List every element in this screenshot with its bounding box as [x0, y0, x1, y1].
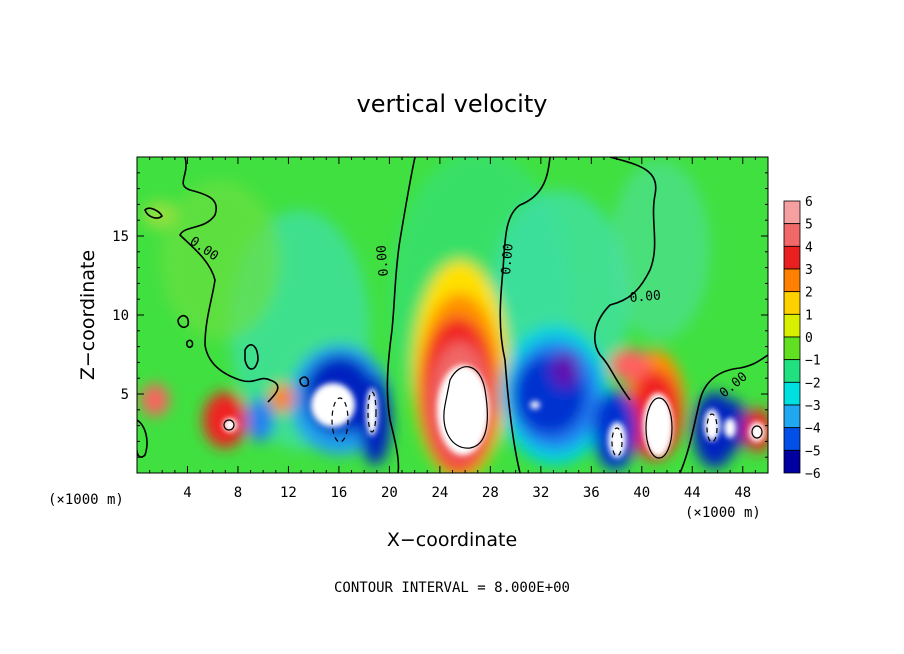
colorbar-swatch — [783, 268, 801, 293]
colorbar-swatch — [783, 336, 801, 361]
x-tick-label: 48 — [734, 485, 751, 501]
contour-interval-note: CONTOUR INTERVAL = 8.000E+00 — [334, 580, 570, 596]
colorbar-swatch — [783, 245, 801, 270]
x-tick-label: 12 — [280, 485, 297, 501]
x-tick-label: 40 — [633, 485, 650, 501]
colorbar-swatch — [783, 449, 801, 474]
positive-contours — [223, 366, 763, 459]
x-tick-label: 4 — [183, 485, 191, 501]
colorbar-label: 1 — [805, 308, 813, 323]
x-unit-right: (×1000 m) — [685, 505, 761, 521]
colorbar-label: −1 — [805, 354, 821, 369]
y-tick-label: 15 — [112, 229, 129, 245]
colorbar-swatch — [783, 313, 801, 338]
colorbar-label: −5 — [805, 444, 821, 459]
zero-contours — [137, 157, 768, 473]
colorbar-label: 2 — [805, 286, 813, 301]
colorbar-swatch — [783, 427, 801, 451]
x-unit-left: (×1000 m) — [48, 492, 124, 508]
colorbar-swatch — [783, 359, 801, 383]
colorbar-label: −4 — [805, 422, 821, 437]
colorbar-label: 5 — [805, 218, 813, 233]
colorbar-label: −3 — [805, 399, 821, 414]
x-tick-label: 32 — [532, 485, 549, 501]
chart-title: vertical velocity — [357, 90, 548, 118]
contour-label: 0.00 — [374, 244, 392, 277]
contour-label: 0.00 — [499, 243, 517, 276]
colorbar-swatch — [783, 404, 801, 429]
x-tick-label: 36 — [583, 485, 600, 501]
colorbar-label: 3 — [805, 263, 813, 278]
colorbar-swatch — [783, 223, 801, 247]
y-axis: 5 10 15 — [112, 172, 768, 458]
contour-label: 0.00 — [629, 288, 662, 306]
colorbar-swatch — [783, 291, 801, 315]
colorbar-label: 6 — [805, 195, 813, 210]
colorbar-label: −2 — [805, 376, 821, 391]
colorbar-label: 0 — [805, 331, 813, 346]
colorbar-swatch — [783, 381, 801, 406]
plot-area: 0.00 0.00 0.00 0.00 0.00 — [137, 157, 768, 473]
x-tick-label: 24 — [431, 485, 448, 501]
negative-contours — [331, 391, 718, 457]
y-tick-label: 10 — [112, 308, 129, 324]
colorbar-swatch — [783, 200, 801, 225]
x-tick-label: 28 — [482, 485, 499, 501]
y-axis-label: Z−coordinate — [77, 250, 99, 380]
x-axis-label: X−coordinate — [387, 529, 517, 551]
x-tick-label: 16 — [330, 485, 347, 501]
colorbar: 6 5 4 3 2 1 0 −1 −2 −3 −4 −5 −6 — [783, 195, 821, 482]
x-tick-label: 20 — [381, 485, 398, 501]
colorbar-label: 4 — [805, 240, 813, 255]
y-tick-label: 5 — [121, 387, 129, 403]
colorbar-label: −6 — [805, 467, 821, 482]
x-axis: 4 8 12 16 20 24 28 32 36 40 44 48 — [149, 157, 756, 501]
x-tick-label: 44 — [684, 485, 701, 501]
x-tick-label: 8 — [234, 485, 242, 501]
